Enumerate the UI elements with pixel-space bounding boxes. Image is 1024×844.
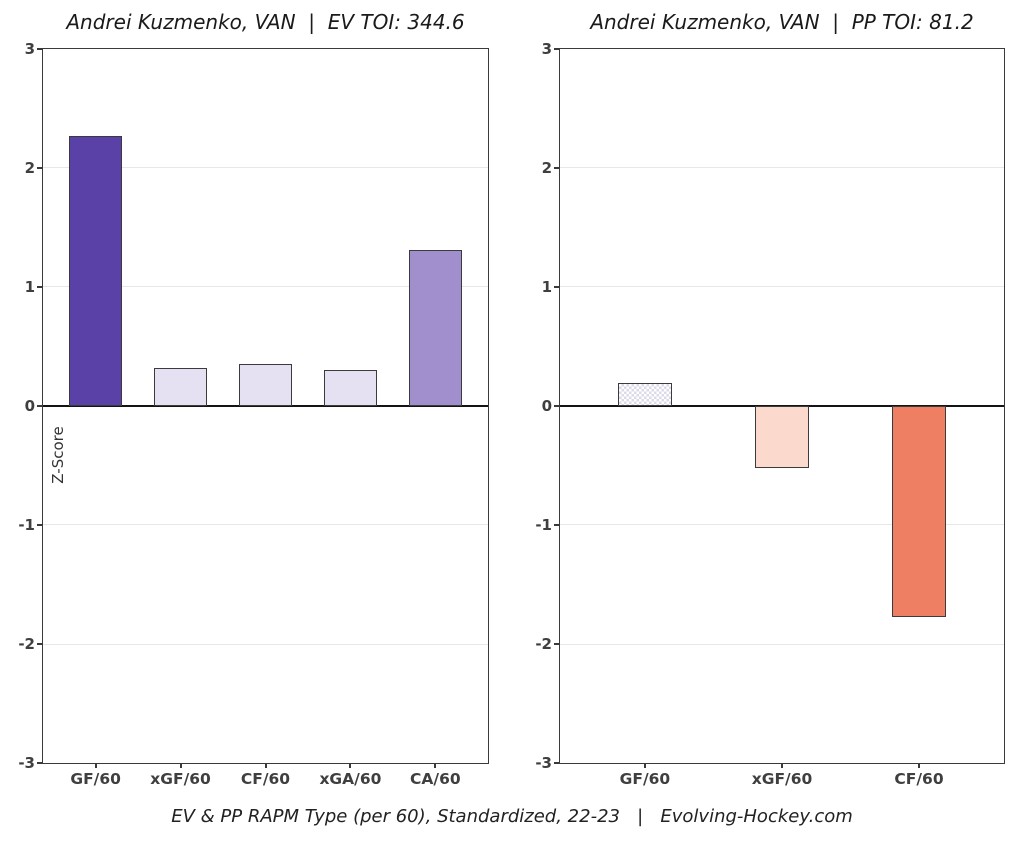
- gridline-y-2: [560, 643, 1004, 645]
- bar-gf60: [618, 383, 672, 406]
- plot-area-ev: Z-Score 3 2 1 0 -1 -2 -3 GF/60 xGF/60 CF/60 xGA/60…: [18, 40, 489, 788]
- y-tick-label: -1: [18, 515, 35, 534]
- gridline-y2: [560, 167, 1004, 169]
- figure-caption: EV & PP RAPM Type (per 60), Standardized…: [171, 806, 853, 827]
- y-tick-label: 1: [541, 277, 552, 296]
- zero-line: [560, 405, 1004, 407]
- gridline-y-1: [560, 524, 1004, 526]
- y-tick-mark: [37, 166, 42, 169]
- y-tick-mark: [554, 762, 559, 764]
- x-tick-mark-xgf60: [781, 763, 783, 768]
- plot-area-pp: 3 2 1 0 -1 -2 -3 GF/60 xGF/60 CF/60: [535, 40, 1005, 788]
- gridline-y1: [43, 286, 488, 288]
- y-tick-label: -2: [535, 635, 552, 653]
- y-tick-mark: [37, 762, 42, 764]
- bar-cf60: [892, 406, 946, 617]
- x-tick-label-gf60: GF/60: [70, 770, 121, 788]
- y-tick-mark: [37, 405, 42, 407]
- zero-line: [43, 405, 488, 407]
- x-tick-mark-xga60: [349, 763, 352, 768]
- x-tick-label-gf60: GF/60: [619, 770, 671, 788]
- bar-cf60: [238, 364, 293, 406]
- gridline-y-1: [43, 524, 488, 526]
- gridline-y-2: [43, 643, 488, 645]
- y-tick-label: 3: [541, 40, 552, 58]
- x-tick-label-xgf60: xGF/60: [751, 770, 813, 788]
- y-tick-label: 1: [24, 277, 35, 296]
- y-tick-label: 2: [24, 158, 35, 177]
- y-tick-label: -3: [18, 754, 35, 772]
- x-tick-label-cf60: CF/60: [894, 770, 944, 788]
- bar-xgf60: [153, 367, 208, 406]
- x-tick-label-xga60: xGA/60: [319, 770, 382, 788]
- x-tick-label-ca60: CA/60: [410, 770, 461, 788]
- y-tick-mark: [554, 405, 559, 407]
- bar-ca60: [408, 250, 463, 406]
- y-tick-mark: [37, 523, 42, 526]
- x-tick-mark-cf60: [918, 763, 921, 768]
- panel-title-ev: Andrei Kuzmenko, VAN | EV TOI: 344.6: [66, 10, 465, 34]
- panel-title-pp: Andrei Kuzmenko, VAN | PP TOI: 81.2: [590, 10, 974, 34]
- y-tick-label: 3: [24, 40, 35, 58]
- bar-xgf60: [755, 406, 809, 468]
- y-tick-label: 2: [541, 158, 552, 177]
- y-tick-label: 0: [24, 397, 35, 415]
- x-tick-mark-gf60: [643, 763, 646, 768]
- gridline-y1: [560, 286, 1004, 288]
- y-tick-mark: [554, 523, 559, 526]
- y-tick-mark: [37, 48, 42, 50]
- x-tick-mark-cf60: [264, 763, 267, 768]
- bar-gf60: [68, 135, 123, 406]
- y-tick-mark: [554, 643, 559, 645]
- y-tick-mark: [37, 285, 42, 288]
- y-tick-mark: [554, 285, 559, 288]
- x-tick-label-xgf60: xGF/60: [150, 770, 211, 788]
- x-tick-label-cf60: CF/60: [240, 770, 291, 788]
- y-tick-label: 0: [541, 397, 552, 415]
- y-tick-mark: [37, 643, 42, 645]
- y-tick-label: -1: [535, 515, 552, 534]
- x-tick-mark-ca60: [434, 763, 437, 768]
- y-tick-mark: [554, 166, 559, 169]
- bar-xga60: [323, 370, 378, 406]
- y-tick-mark: [554, 48, 559, 50]
- x-tick-mark-xgf60: [179, 763, 182, 768]
- gridline-y2: [43, 167, 488, 169]
- x-tick-mark-gf60: [94, 763, 97, 768]
- y-tick-label: -3: [535, 754, 552, 772]
- y-tick-label: -2: [18, 635, 35, 653]
